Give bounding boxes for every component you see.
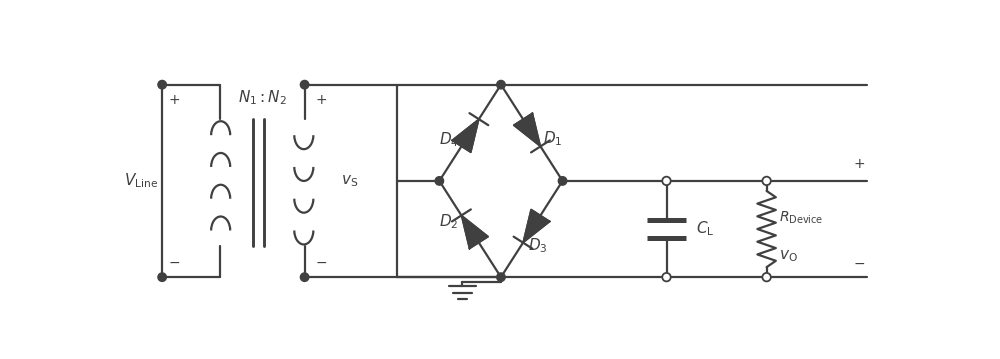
Text: $+$: $+$ bbox=[315, 93, 328, 107]
Text: $+$: $+$ bbox=[168, 93, 180, 107]
Circle shape bbox=[762, 273, 771, 281]
Polygon shape bbox=[452, 119, 479, 153]
Circle shape bbox=[158, 80, 166, 89]
Text: $N_1:N_2$: $N_1:N_2$ bbox=[238, 88, 287, 107]
Circle shape bbox=[497, 80, 505, 89]
Text: $-$: $-$ bbox=[853, 256, 865, 270]
Circle shape bbox=[762, 177, 771, 185]
Polygon shape bbox=[514, 113, 540, 146]
Polygon shape bbox=[461, 215, 488, 249]
Circle shape bbox=[300, 273, 309, 281]
Text: $R_{\rm Device}$: $R_{\rm Device}$ bbox=[779, 209, 823, 226]
Text: $-$: $-$ bbox=[168, 255, 180, 269]
Text: $v_{\rm S}$: $v_{\rm S}$ bbox=[341, 173, 358, 189]
Circle shape bbox=[300, 80, 309, 89]
Text: $-$: $-$ bbox=[315, 255, 328, 269]
Circle shape bbox=[662, 177, 671, 185]
Text: $D_3$: $D_3$ bbox=[528, 236, 548, 255]
Polygon shape bbox=[523, 209, 550, 243]
Text: $+$: $+$ bbox=[853, 157, 865, 171]
Text: $C_{\rm L}$: $C_{\rm L}$ bbox=[696, 220, 714, 238]
Text: $v_{\rm O}$: $v_{\rm O}$ bbox=[779, 248, 798, 264]
Circle shape bbox=[435, 177, 444, 185]
Text: $V_{\rm Line}$: $V_{\rm Line}$ bbox=[124, 172, 158, 190]
Text: $D_1$: $D_1$ bbox=[543, 129, 563, 148]
Circle shape bbox=[497, 273, 505, 281]
Text: $D_2$: $D_2$ bbox=[439, 213, 459, 232]
Text: $D_4$: $D_4$ bbox=[439, 130, 459, 149]
Circle shape bbox=[158, 273, 166, 281]
Circle shape bbox=[662, 273, 671, 281]
Circle shape bbox=[558, 177, 567, 185]
